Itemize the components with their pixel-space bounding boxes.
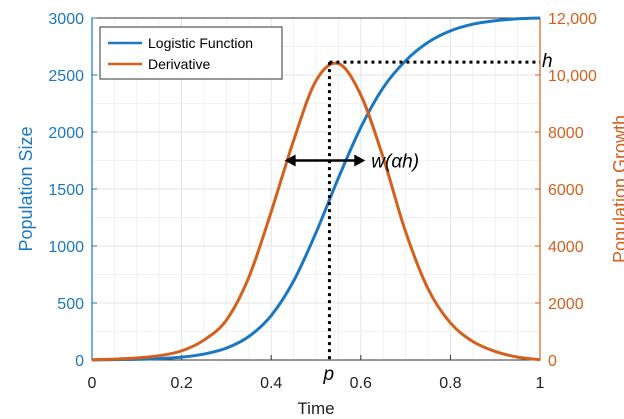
x-tick-label: 0.2 [170, 375, 192, 392]
series-line-logistic-function [91, 16, 541, 362]
y-right-tick-label: 2000 [548, 296, 584, 313]
y-axis-label-right: Population Growth [610, 115, 624, 263]
y-left-tick-label: 1500 [48, 182, 84, 199]
width-arrow-right-head [354, 154, 366, 167]
width-arrow-left-head [284, 154, 296, 167]
series-line-derivative [91, 61, 541, 362]
legend-label-derivative: Derivative [148, 56, 210, 72]
y-right-tick-label: 8000 [548, 125, 584, 142]
y-left-tick-label: 500 [57, 296, 84, 313]
x-tick-label: 1 [536, 375, 545, 392]
y-right-tick-label: 0 [548, 353, 557, 370]
y-right-tick-label: 4000 [548, 239, 584, 256]
peak-label: p [322, 364, 334, 385]
legend-label-logistic-function: Logistic Function [148, 35, 253, 51]
height-label: h [542, 51, 553, 72]
y-left-tick-label: 2000 [48, 125, 84, 142]
y-right-tick-label: 12,000 [548, 11, 597, 28]
y-left-tick-label: 3000 [48, 11, 84, 28]
width-label: w(αh) [371, 152, 419, 173]
x-tick-label: 0 [88, 375, 97, 392]
y-left-tick-label: 1000 [48, 239, 84, 256]
y-right-tick-label: 10,000 [548, 68, 597, 85]
tick-labels: 0 0.2 0.4 0.6 0.8 105001000150020002500300002… [48, 11, 597, 392]
annotations: h p w(αh) [284, 51, 553, 385]
y-axis-label-left: Population Size [16, 126, 36, 251]
x-tick-label: 0.6 [350, 375, 372, 392]
y-right-tick-label: 6000 [548, 182, 584, 199]
legend-box [99, 26, 283, 80]
y-left-tick-label: 0 [75, 353, 84, 370]
y-left-tick-label: 2500 [48, 68, 84, 85]
x-axis-label: Time [297, 399, 334, 418]
x-tick-label: 0.4 [260, 375, 282, 392]
x-tick-label: 0.8 [439, 375, 461, 392]
legend: Logistic Function Derivative [99, 26, 283, 80]
